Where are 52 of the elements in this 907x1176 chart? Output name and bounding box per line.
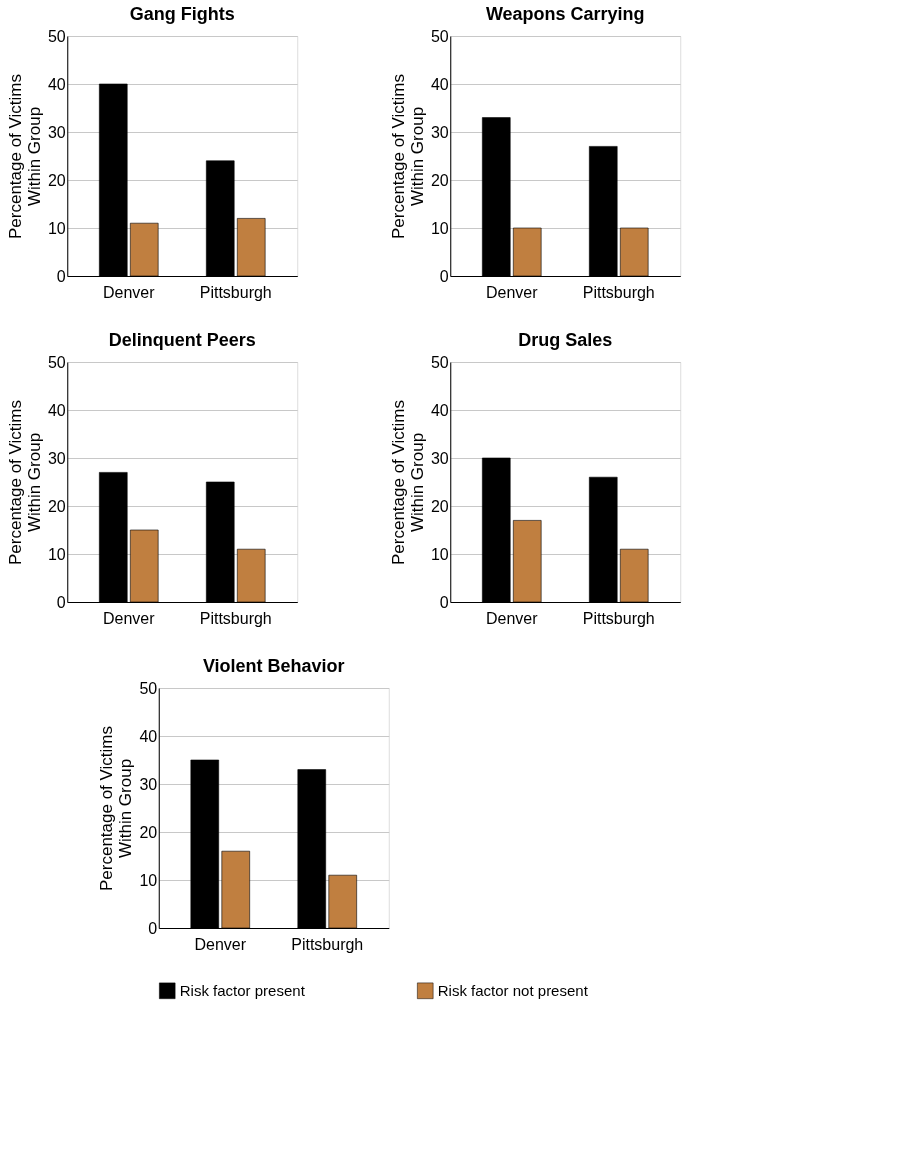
y-axis-title: Percentage of Victims Within Group: [388, 399, 427, 566]
chart-title: Weapons Carrying: [485, 4, 645, 24]
y-tick-label: 0: [148, 919, 158, 937]
y-tick-label: 20: [139, 823, 158, 841]
y-tick-label: 40: [430, 75, 449, 93]
y-tick-label: 40: [430, 401, 449, 419]
y-tick-label: 10: [47, 545, 66, 563]
y-axis-title: Percentage of Victims Within Group: [97, 725, 136, 892]
y-tick-label: 0: [56, 267, 66, 285]
y-tick-label: 0: [439, 593, 449, 611]
y-axis-title: Percentage of Victims Within Group: [388, 73, 427, 240]
y-tick-label: 40: [47, 75, 66, 93]
chart-title: Delinquent Peers: [108, 330, 256, 350]
y-tick-label: 10: [430, 219, 449, 237]
y-axis-title: Percentage of Victims Within Group: [5, 73, 44, 240]
x-tick-label: Denver: [194, 935, 247, 953]
x-tick-label: Denver: [485, 283, 539, 301]
y-tick-label: 50: [47, 353, 66, 371]
x-tick-label: Pittsburgh: [199, 283, 272, 301]
chart-title: Drug Sales: [518, 330, 613, 350]
x-tick-label: Pittsburgh: [199, 609, 272, 627]
y-tick-label: 50: [47, 27, 66, 45]
y-tick-label: 40: [47, 401, 66, 419]
y-tick-label: 40: [139, 727, 158, 745]
y-tick-label: 30: [47, 449, 66, 467]
x-tick-label: Denver: [485, 609, 539, 627]
chart-title: Gang Fights: [129, 4, 235, 24]
x-tick-label: Pittsburgh: [582, 283, 655, 301]
y-tick-label: 20: [430, 171, 449, 189]
y-tick-label: 30: [47, 123, 66, 141]
chart-title: Violent Behavior: [202, 656, 345, 676]
y-tick-label: 30: [430, 123, 449, 141]
x-tick-label: Pittsburgh: [291, 935, 364, 953]
y-tick-label: 20: [47, 497, 66, 515]
y-tick-label: 50: [430, 353, 449, 371]
x-tick-label: Pittsburgh: [582, 609, 655, 627]
y-tick-label: 30: [430, 449, 449, 467]
y-tick-label: 50: [430, 27, 449, 45]
y-tick-label: 0: [439, 267, 449, 285]
y-tick-label: 30: [139, 775, 158, 793]
y-axis-title: Percentage of Victims Within Group: [5, 399, 44, 566]
legend-label: Risk factor not present: [437, 981, 589, 999]
x-tick-label: Denver: [102, 283, 156, 301]
y-tick-label: 10: [139, 871, 158, 889]
y-tick-label: 0: [56, 593, 66, 611]
legend-label: Risk factor present: [179, 981, 306, 999]
y-tick-label: 10: [430, 545, 449, 563]
x-tick-label: Denver: [102, 609, 156, 627]
y-tick-label: 20: [47, 171, 66, 189]
y-tick-label: 10: [47, 219, 66, 237]
y-tick-label: 20: [430, 497, 449, 515]
y-tick-label: 50: [139, 679, 158, 697]
